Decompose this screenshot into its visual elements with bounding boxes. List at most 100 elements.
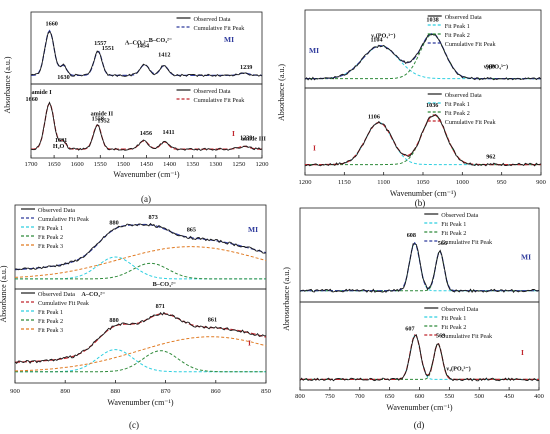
x-axis-label: Wavenumber (cm⁻¹) bbox=[390, 189, 457, 198]
peak-annotation: 960 bbox=[486, 64, 495, 71]
peak-annotation: 1630 bbox=[57, 74, 69, 81]
peak-annotation: 1239 bbox=[240, 134, 252, 141]
observed-data-line bbox=[30, 101, 263, 151]
x-axis-label: Wavenumber (cm⁻¹) bbox=[113, 170, 180, 179]
x-tick-label: 1000 bbox=[456, 179, 469, 186]
fit-peak-3-line bbox=[15, 336, 267, 372]
x-tick-label: 1050 bbox=[417, 179, 430, 186]
x-tick-label: 1200 bbox=[256, 161, 269, 168]
panel-caption: (d) bbox=[414, 420, 425, 430]
peak-annotation: 861 bbox=[208, 317, 217, 324]
y-axis-label: Absorbance (a.u.) bbox=[277, 64, 286, 121]
peak-annotation: 1660 bbox=[26, 96, 38, 103]
x-tick-label: 550 bbox=[445, 393, 455, 400]
x-tick-label: 1600 bbox=[71, 161, 84, 168]
x-tick-label: 900 bbox=[536, 179, 546, 186]
observed-data-line bbox=[14, 311, 266, 365]
peak-annotation: ν₃(PO₄³⁻) bbox=[370, 32, 395, 39]
x-tick-label: 1200 bbox=[299, 179, 312, 186]
peak-annotation: 865 bbox=[187, 227, 196, 234]
x-tick-label: 1250 bbox=[232, 161, 245, 168]
peak-annotation: A–CO₃²⁻ bbox=[81, 291, 105, 298]
sample-label: I bbox=[248, 338, 251, 347]
legend-label: Cumulative Fit Peak bbox=[441, 333, 493, 340]
legend-label: Fit Peak 3 bbox=[38, 243, 63, 250]
x-tick-label: 1400 bbox=[163, 161, 176, 168]
fit-peak-2-line bbox=[15, 350, 266, 373]
x-tick-label: 860 bbox=[211, 388, 221, 395]
panel-caption: (b) bbox=[415, 198, 426, 208]
panel-caption: (a) bbox=[141, 194, 151, 204]
peak-annotation: 566 bbox=[438, 240, 447, 247]
fit-peak-2-line bbox=[305, 33, 541, 80]
y-axis-label: Absorbance (a.u.) bbox=[0, 265, 8, 322]
peak-annotation: H₂O bbox=[53, 143, 65, 150]
peak-annotation: 962 bbox=[486, 154, 495, 161]
legend-label: Cumulative Fit Peak bbox=[445, 41, 497, 48]
observed-data-line bbox=[299, 243, 540, 293]
x-tick-label: 800 bbox=[295, 393, 305, 400]
x-tick-label: 600 bbox=[415, 393, 425, 400]
legend-label: Fit Peak 1 bbox=[445, 101, 470, 108]
fit-peak-3-line bbox=[14, 246, 267, 278]
peak-annotation: B–CO₃²⁻ bbox=[149, 37, 172, 44]
panel-b: Observed Data Fit Peak 1 Fit Peak 2 Cumulat… bbox=[277, 9, 546, 208]
legend-label: Fit Peak 1 bbox=[445, 23, 470, 30]
sample-label: I bbox=[232, 129, 235, 138]
peak-annotation: amide I bbox=[32, 89, 53, 96]
fit-peak-1-line bbox=[15, 256, 266, 280]
y-axis-label: Absorbance (a.u.) bbox=[3, 56, 12, 113]
legend-label: Observed Data bbox=[445, 14, 482, 21]
observed-data-line bbox=[304, 114, 542, 167]
legend-label: Fit Peak 1 bbox=[441, 221, 466, 228]
sample-label: I bbox=[313, 144, 316, 153]
sample-label: MI bbox=[309, 46, 319, 55]
legend-label: Observed Data bbox=[194, 88, 231, 95]
legend-label: Fit Peak 1 bbox=[441, 315, 466, 322]
x-tick-label: 890 bbox=[60, 388, 70, 395]
legend-label: Fit Peak 2 bbox=[441, 324, 466, 331]
fit-peak-1-line bbox=[305, 121, 541, 166]
fit-peak-1-line bbox=[300, 334, 539, 380]
sample-label: MI bbox=[248, 225, 258, 234]
x-tick-label: 870 bbox=[161, 388, 171, 395]
fit-peak-2-line bbox=[305, 114, 541, 166]
peak-annotation: 1456 bbox=[140, 130, 152, 137]
legend-label: Cumulative Fit Peak bbox=[38, 216, 90, 223]
legend-label: Cumulative Fit Peak bbox=[194, 97, 246, 104]
peak-annotation: 871 bbox=[156, 303, 165, 310]
cumulative-fit-line bbox=[305, 33, 541, 80]
legend-label: Fit Peak 2 bbox=[445, 32, 470, 39]
peak-annotation: 1660 bbox=[46, 21, 58, 28]
peak-annotation: 1412 bbox=[158, 52, 170, 59]
cumulative-fit-line bbox=[300, 334, 539, 380]
sample-label: MI bbox=[521, 253, 531, 262]
legend-label: Fit Peak 3 bbox=[38, 327, 63, 334]
x-tick-label: 900 bbox=[10, 388, 20, 395]
subplot-frame-top bbox=[299, 207, 540, 303]
x-tick-label: 950 bbox=[497, 179, 507, 186]
peak-annotation: 569 bbox=[436, 332, 445, 339]
x-axis-label: Wavenumber (cm⁻¹) bbox=[107, 398, 174, 407]
x-tick-label: 1650 bbox=[48, 161, 61, 168]
legend-label: Fit Peak 2 bbox=[441, 230, 466, 237]
panel-caption: (c) bbox=[129, 420, 139, 430]
x-tick-label: 1300 bbox=[209, 161, 222, 168]
x-axis-label: Wavenumber (cm⁻¹) bbox=[386, 403, 453, 412]
y-axis-label: Abrosorbance (a.u.) bbox=[282, 267, 291, 331]
peak-annotation: 608 bbox=[407, 232, 416, 239]
legend-label: Observed Data bbox=[38, 207, 75, 214]
peak-annotation: 607 bbox=[405, 326, 414, 333]
x-tick-label: 880 bbox=[111, 388, 121, 395]
x-tick-label: 850 bbox=[261, 388, 271, 395]
x-tick-label: 1700 bbox=[25, 161, 38, 168]
peak-annotation: amide III bbox=[241, 135, 267, 142]
observed-data-line bbox=[299, 333, 540, 382]
x-tick-label: 450 bbox=[504, 393, 514, 400]
x-tick-label: 1550 bbox=[94, 161, 107, 168]
legend-label: Observed Data bbox=[441, 306, 478, 313]
peak-annotation: 1551 bbox=[102, 45, 114, 52]
peak-annotation: ν₁(PO₄³⁻) bbox=[483, 64, 508, 71]
legend-label: Observed Data bbox=[194, 16, 231, 23]
